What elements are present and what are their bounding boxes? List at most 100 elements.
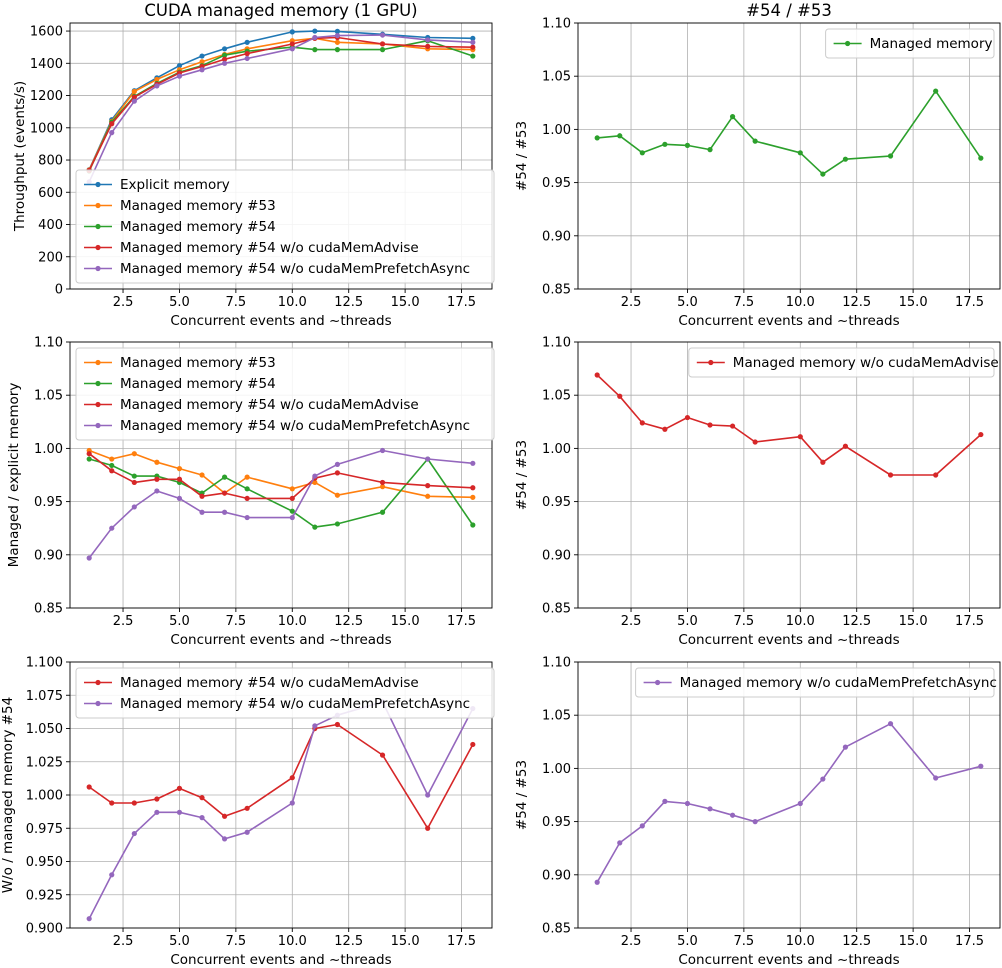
x-axis-label: Concurrent events and ~threads [170, 952, 391, 968]
x-tick-label: 15.0 [899, 295, 928, 310]
data-point [379, 41, 386, 47]
data-point [176, 73, 183, 79]
data-point [221, 836, 228, 842]
data-point [639, 420, 645, 426]
chart-panel-3: 2.5 5.0 7.5 10.0 12.5 15.0 17.5 0.85 0.90 0.95 1.0… [6, 336, 495, 648]
data-point [312, 723, 318, 729]
data-point [379, 447, 386, 454]
data-point [684, 142, 691, 148]
y-tick-label: 1.100 [26, 656, 63, 671]
chart-title: #54 / #53 [746, 1, 832, 20]
legend-box [75, 347, 495, 441]
data-point [334, 28, 341, 34]
y-axis-label: Throughput (events/s) [12, 81, 28, 232]
data-point [221, 490, 228, 496]
x-tick-label: 7.5 [734, 295, 755, 310]
legend-entry: Managed memory w/o cudaMemAdvise [733, 355, 999, 371]
data-point [131, 473, 137, 479]
x-tick-label: 17.5 [955, 295, 984, 310]
x-tick-label: 2.5 [113, 295, 134, 310]
x-tick-label: 7.5 [226, 295, 247, 310]
legend-swatch-marker [95, 244, 101, 251]
data-point [933, 775, 939, 781]
legend-entry: Managed memory #53 [120, 355, 276, 371]
data-point [312, 47, 318, 53]
legend-entry: Managed memory #54 w/o cudaMemPrefetchAs… [120, 696, 470, 712]
y-tick-label: 400 [38, 218, 63, 233]
chart-panel-4: 2.5 5.0 7.5 10.0 12.5 15.0 17.5 0.85 0.90 0.95 1.0… [514, 336, 1001, 648]
data-point [425, 37, 431, 43]
data-point [933, 88, 939, 94]
series-1 [86, 447, 476, 500]
x-tick-label: 5.0 [677, 614, 698, 629]
data-point [244, 474, 250, 480]
data-point [334, 492, 341, 498]
data-point [244, 39, 250, 45]
data-point [289, 514, 295, 521]
data-point [131, 451, 137, 457]
y-tick-label: 600 [38, 186, 63, 201]
data-point [199, 59, 205, 65]
legend-swatch-marker [95, 223, 101, 230]
chart-panel-5: 2.5 5.0 7.5 10.0 12.5 15.0 17.5 0.900 0.925 0.950… [0, 656, 495, 968]
y-tick-label: 0.900 [26, 922, 63, 937]
x-tick-label: 10.0 [786, 614, 815, 629]
y-tick-label: 0.90 [542, 229, 571, 244]
series-line [88, 39, 474, 172]
series-1 [594, 88, 984, 177]
y-tick-label: 0.925 [26, 888, 63, 903]
data-point [244, 514, 250, 521]
data-point [86, 451, 92, 457]
y-tick-label: 1.00 [542, 762, 571, 777]
y-tick-label: 1.10 [542, 336, 571, 351]
data-point [312, 524, 318, 530]
y-tick-label: 0.95 [542, 815, 571, 830]
y-tick-label: 1.00 [542, 123, 571, 138]
y-tick-label: 1.05 [542, 389, 571, 404]
data-point [379, 752, 386, 758]
data-point [312, 473, 318, 479]
data-point [729, 812, 736, 818]
y-tick-label: 1.05 [542, 70, 571, 85]
data-point [334, 39, 341, 45]
x-tick-label: 2.5 [621, 934, 642, 949]
y-tick-label: 1.00 [34, 442, 63, 457]
data-point [244, 55, 250, 62]
data-point [707, 147, 713, 153]
x-tick-label: 12.5 [842, 614, 871, 629]
x-axis-label: Concurrent events and ~threads [170, 313, 391, 329]
x-tick-label: 10.0 [278, 614, 307, 629]
data-point [109, 800, 115, 806]
y-tick-label: 0.85 [542, 602, 571, 617]
data-point [662, 141, 668, 147]
series-line [596, 374, 982, 476]
data-point [425, 792, 431, 798]
legend: Managed memory w/o cudaMemAdvise [688, 347, 999, 378]
data-point [379, 32, 386, 38]
x-tick-label: 17.5 [955, 614, 984, 629]
data-point [289, 46, 295, 52]
series-3 [86, 38, 476, 174]
legend-swatch-marker [95, 181, 101, 188]
legend: Managed memory [825, 28, 995, 59]
data-point [312, 28, 318, 34]
data-point [199, 493, 205, 499]
data-point [842, 443, 849, 449]
legend-entry: Explicit memory [120, 177, 230, 193]
x-tick-label: 10.0 [278, 934, 307, 949]
legend-swatch-marker [655, 679, 661, 686]
axes-frame [577, 22, 1001, 290]
data-point [86, 456, 92, 462]
data-point [470, 741, 476, 748]
series-line [596, 722, 982, 883]
data-point [334, 47, 341, 53]
x-tick-label: 7.5 [226, 934, 247, 949]
x-axis-label: Concurrent events and ~threads [170, 632, 391, 648]
data-point [109, 130, 115, 136]
series-line [88, 449, 473, 559]
data-point [617, 840, 623, 846]
y-tick-label: 0.90 [34, 548, 63, 563]
y-axis-label: #54 / #53 [514, 121, 530, 191]
x-axis-label: Concurrent events and ~threads [678, 313, 899, 329]
legend-swatch-marker [95, 679, 101, 686]
